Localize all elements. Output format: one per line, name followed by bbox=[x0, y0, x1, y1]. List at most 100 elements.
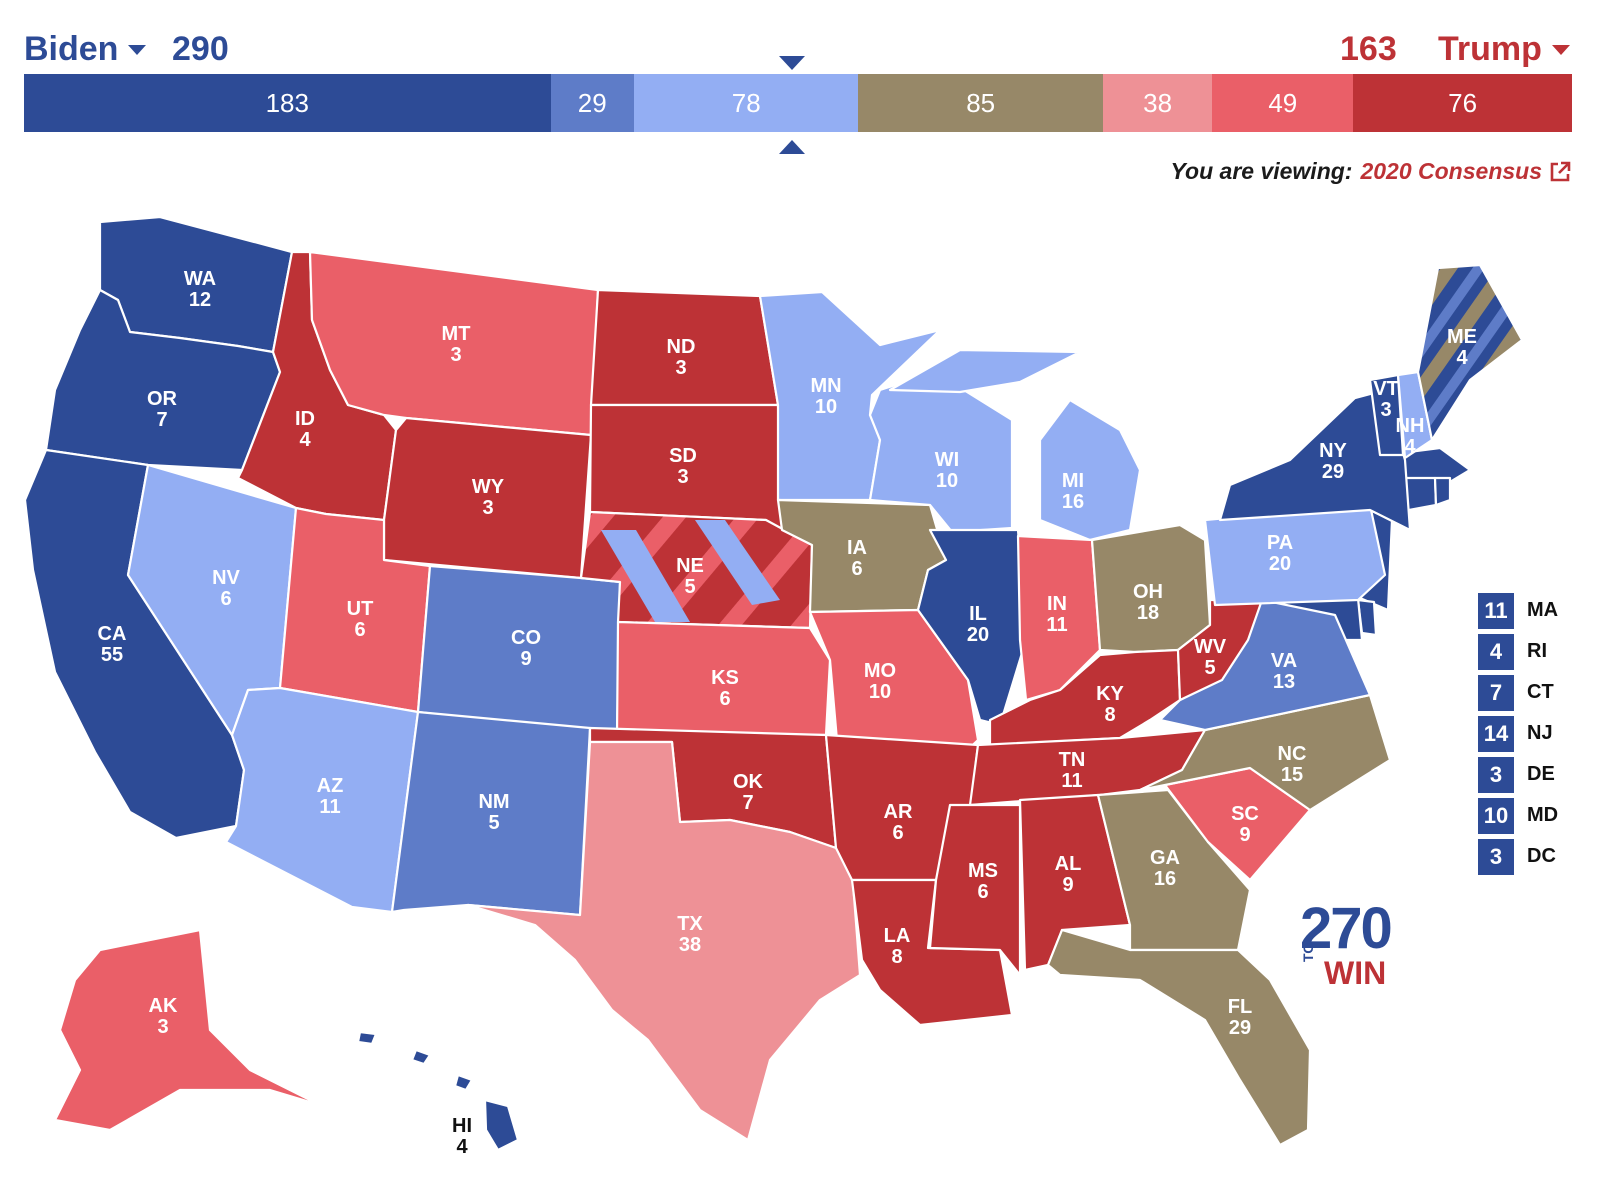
state-label-nd: ND 3 bbox=[667, 336, 696, 379]
legend-ev-box[interactable]: 14 bbox=[1477, 714, 1515, 753]
trump-candidate-selector[interactable]: Trump bbox=[1438, 30, 1570, 69]
state-ny[interactable] bbox=[1218, 388, 1412, 532]
state-label-fl: FL 29 bbox=[1228, 996, 1252, 1039]
state-label-ca: CA 55 bbox=[98, 623, 127, 666]
state-tx[interactable] bbox=[466, 740, 862, 1142]
state-label-ga: GA 16 bbox=[1150, 847, 1180, 890]
state-abbr: SC bbox=[1231, 803, 1259, 825]
state-abbr: AK bbox=[149, 995, 178, 1017]
state-co[interactable] bbox=[416, 564, 622, 737]
state-me[interactable] bbox=[1416, 263, 1524, 442]
legend-row-ri[interactable]: 4 RI bbox=[1477, 631, 1558, 672]
state-abbr: NC bbox=[1278, 743, 1307, 765]
legend-state-abbr: DC bbox=[1527, 845, 1556, 867]
state-label-nv: NV 6 bbox=[212, 567, 240, 610]
state-label-mt: MT 3 bbox=[442, 323, 471, 366]
state-abbr: FL bbox=[1228, 996, 1252, 1018]
legend-state-abbr: MD bbox=[1527, 804, 1559, 826]
state-ev: 29 bbox=[1229, 1017, 1251, 1039]
state-vt[interactable] bbox=[1368, 373, 1405, 457]
bar-segment-value: 76 bbox=[1448, 87, 1478, 118]
legend-row-md[interactable]: 10 MD bbox=[1477, 795, 1558, 836]
state-label-wi: WI 10 bbox=[935, 449, 959, 492]
legend-row-ma[interactable]: 11 MA bbox=[1477, 590, 1558, 631]
state-wv[interactable] bbox=[1176, 598, 1264, 702]
state-label-or: OR 7 bbox=[147, 388, 178, 431]
state-label-tx: TX 38 bbox=[677, 913, 703, 956]
external-link-icon[interactable] bbox=[1548, 160, 1572, 184]
state-label-hi: HI 4 bbox=[452, 1115, 472, 1158]
legend-row-dc[interactable]: 3 DC bbox=[1477, 836, 1558, 877]
ne-district-stripe bbox=[601, 530, 690, 622]
legend-ev-box[interactable]: 10 bbox=[1477, 796, 1515, 835]
legend-ev-box[interactable]: 4 bbox=[1477, 632, 1515, 671]
state-label-ky: KY 8 bbox=[1096, 683, 1124, 726]
legend-ev-box[interactable]: 7 bbox=[1477, 673, 1515, 712]
legend-state-abbr: CT bbox=[1527, 681, 1554, 703]
triangle-marker-icon bbox=[779, 56, 805, 70]
legend-row-de[interactable]: 3 DE bbox=[1477, 754, 1558, 795]
state-abbr: PA bbox=[1267, 532, 1293, 554]
legend-state-abbr: NJ bbox=[1527, 722, 1553, 744]
bar-segment-value: 29 bbox=[577, 87, 607, 118]
state-hi[interactable] bbox=[356, 1030, 520, 1152]
state-ev: 9 bbox=[1239, 824, 1250, 846]
state-ak[interactable] bbox=[53, 928, 322, 1132]
state-abbr: KY bbox=[1096, 683, 1124, 705]
state-label-mo: MO 10 bbox=[864, 660, 896, 703]
legend-ev-box[interactable]: 3 bbox=[1477, 837, 1515, 876]
state-abbr: NH bbox=[1396, 415, 1425, 437]
state-ev: 4 bbox=[456, 1136, 468, 1158]
legend-state-abbr: DE bbox=[1527, 763, 1555, 785]
viewing-map-link[interactable]: 2020 Consensus bbox=[1360, 158, 1542, 184]
state-nc[interactable] bbox=[1138, 693, 1392, 812]
state-label-wa: WA 12 bbox=[184, 268, 216, 311]
trump-name: Trump bbox=[1438, 30, 1542, 68]
state-abbr: TN bbox=[1059, 749, 1086, 771]
bar-segment-value: 78 bbox=[731, 87, 761, 118]
legend-ev-box[interactable]: 3 bbox=[1477, 755, 1515, 794]
logo-small-text: TO bbox=[1300, 942, 1316, 962]
state-ev: 9 bbox=[1062, 874, 1073, 896]
state-label-me: ME 4 bbox=[1447, 326, 1477, 369]
state-abbr: UT bbox=[347, 598, 374, 620]
state-abbr: WI bbox=[935, 449, 959, 471]
state-abbr: AL bbox=[1055, 853, 1082, 875]
legend-ev-box[interactable]: 11 bbox=[1477, 591, 1515, 630]
legend-state-abbr: MA bbox=[1527, 599, 1559, 621]
biden-candidate-selector[interactable]: Biden bbox=[24, 30, 147, 69]
state-label-wv: WV 5 bbox=[1194, 636, 1227, 679]
state-ev: 18 bbox=[1137, 602, 1159, 624]
legend-row-nj[interactable]: 14 NJ bbox=[1477, 713, 1558, 754]
state-label-id: ID 4 bbox=[295, 408, 315, 451]
state-label-ny: NY 29 bbox=[1319, 440, 1347, 483]
state-label-az: AZ 11 bbox=[317, 775, 344, 818]
state-ev: 3 bbox=[157, 1016, 168, 1038]
state-ev: 7 bbox=[156, 409, 167, 431]
state-label-ok: OK 7 bbox=[733, 771, 764, 814]
state-abbr: MI bbox=[1062, 470, 1084, 492]
state-ev: 4 bbox=[299, 429, 311, 451]
biden-electoral-total: 290 bbox=[172, 30, 229, 68]
state-abbr: NM bbox=[478, 791, 509, 813]
state-abbr: GA bbox=[1150, 847, 1180, 869]
state-ri[interactable] bbox=[1433, 476, 1452, 507]
state-ev: 11 bbox=[1046, 614, 1067, 636]
state-ev: 13 bbox=[1273, 671, 1295, 693]
legend-row-ct[interactable]: 7 CT bbox=[1477, 672, 1558, 713]
state-fl[interactable] bbox=[1046, 928, 1312, 1147]
bar-segment-safe-d: 183 bbox=[24, 74, 551, 132]
state-abbr: NV bbox=[212, 567, 240, 589]
state-label-mn: MN 10 bbox=[810, 375, 841, 418]
state-label-ar: AR 6 bbox=[884, 801, 913, 844]
state-mi[interactable] bbox=[888, 348, 1142, 542]
ne-district-stripe bbox=[695, 520, 780, 605]
state-ev: 5 bbox=[1204, 657, 1215, 679]
state-ev: 12 bbox=[189, 289, 211, 311]
state-abbr: MS bbox=[968, 860, 998, 882]
state-ks[interactable] bbox=[615, 620, 832, 737]
biden-name: Biden bbox=[24, 30, 119, 68]
state-abbr: WY bbox=[472, 476, 505, 498]
state-ev: 15 bbox=[1281, 764, 1303, 786]
